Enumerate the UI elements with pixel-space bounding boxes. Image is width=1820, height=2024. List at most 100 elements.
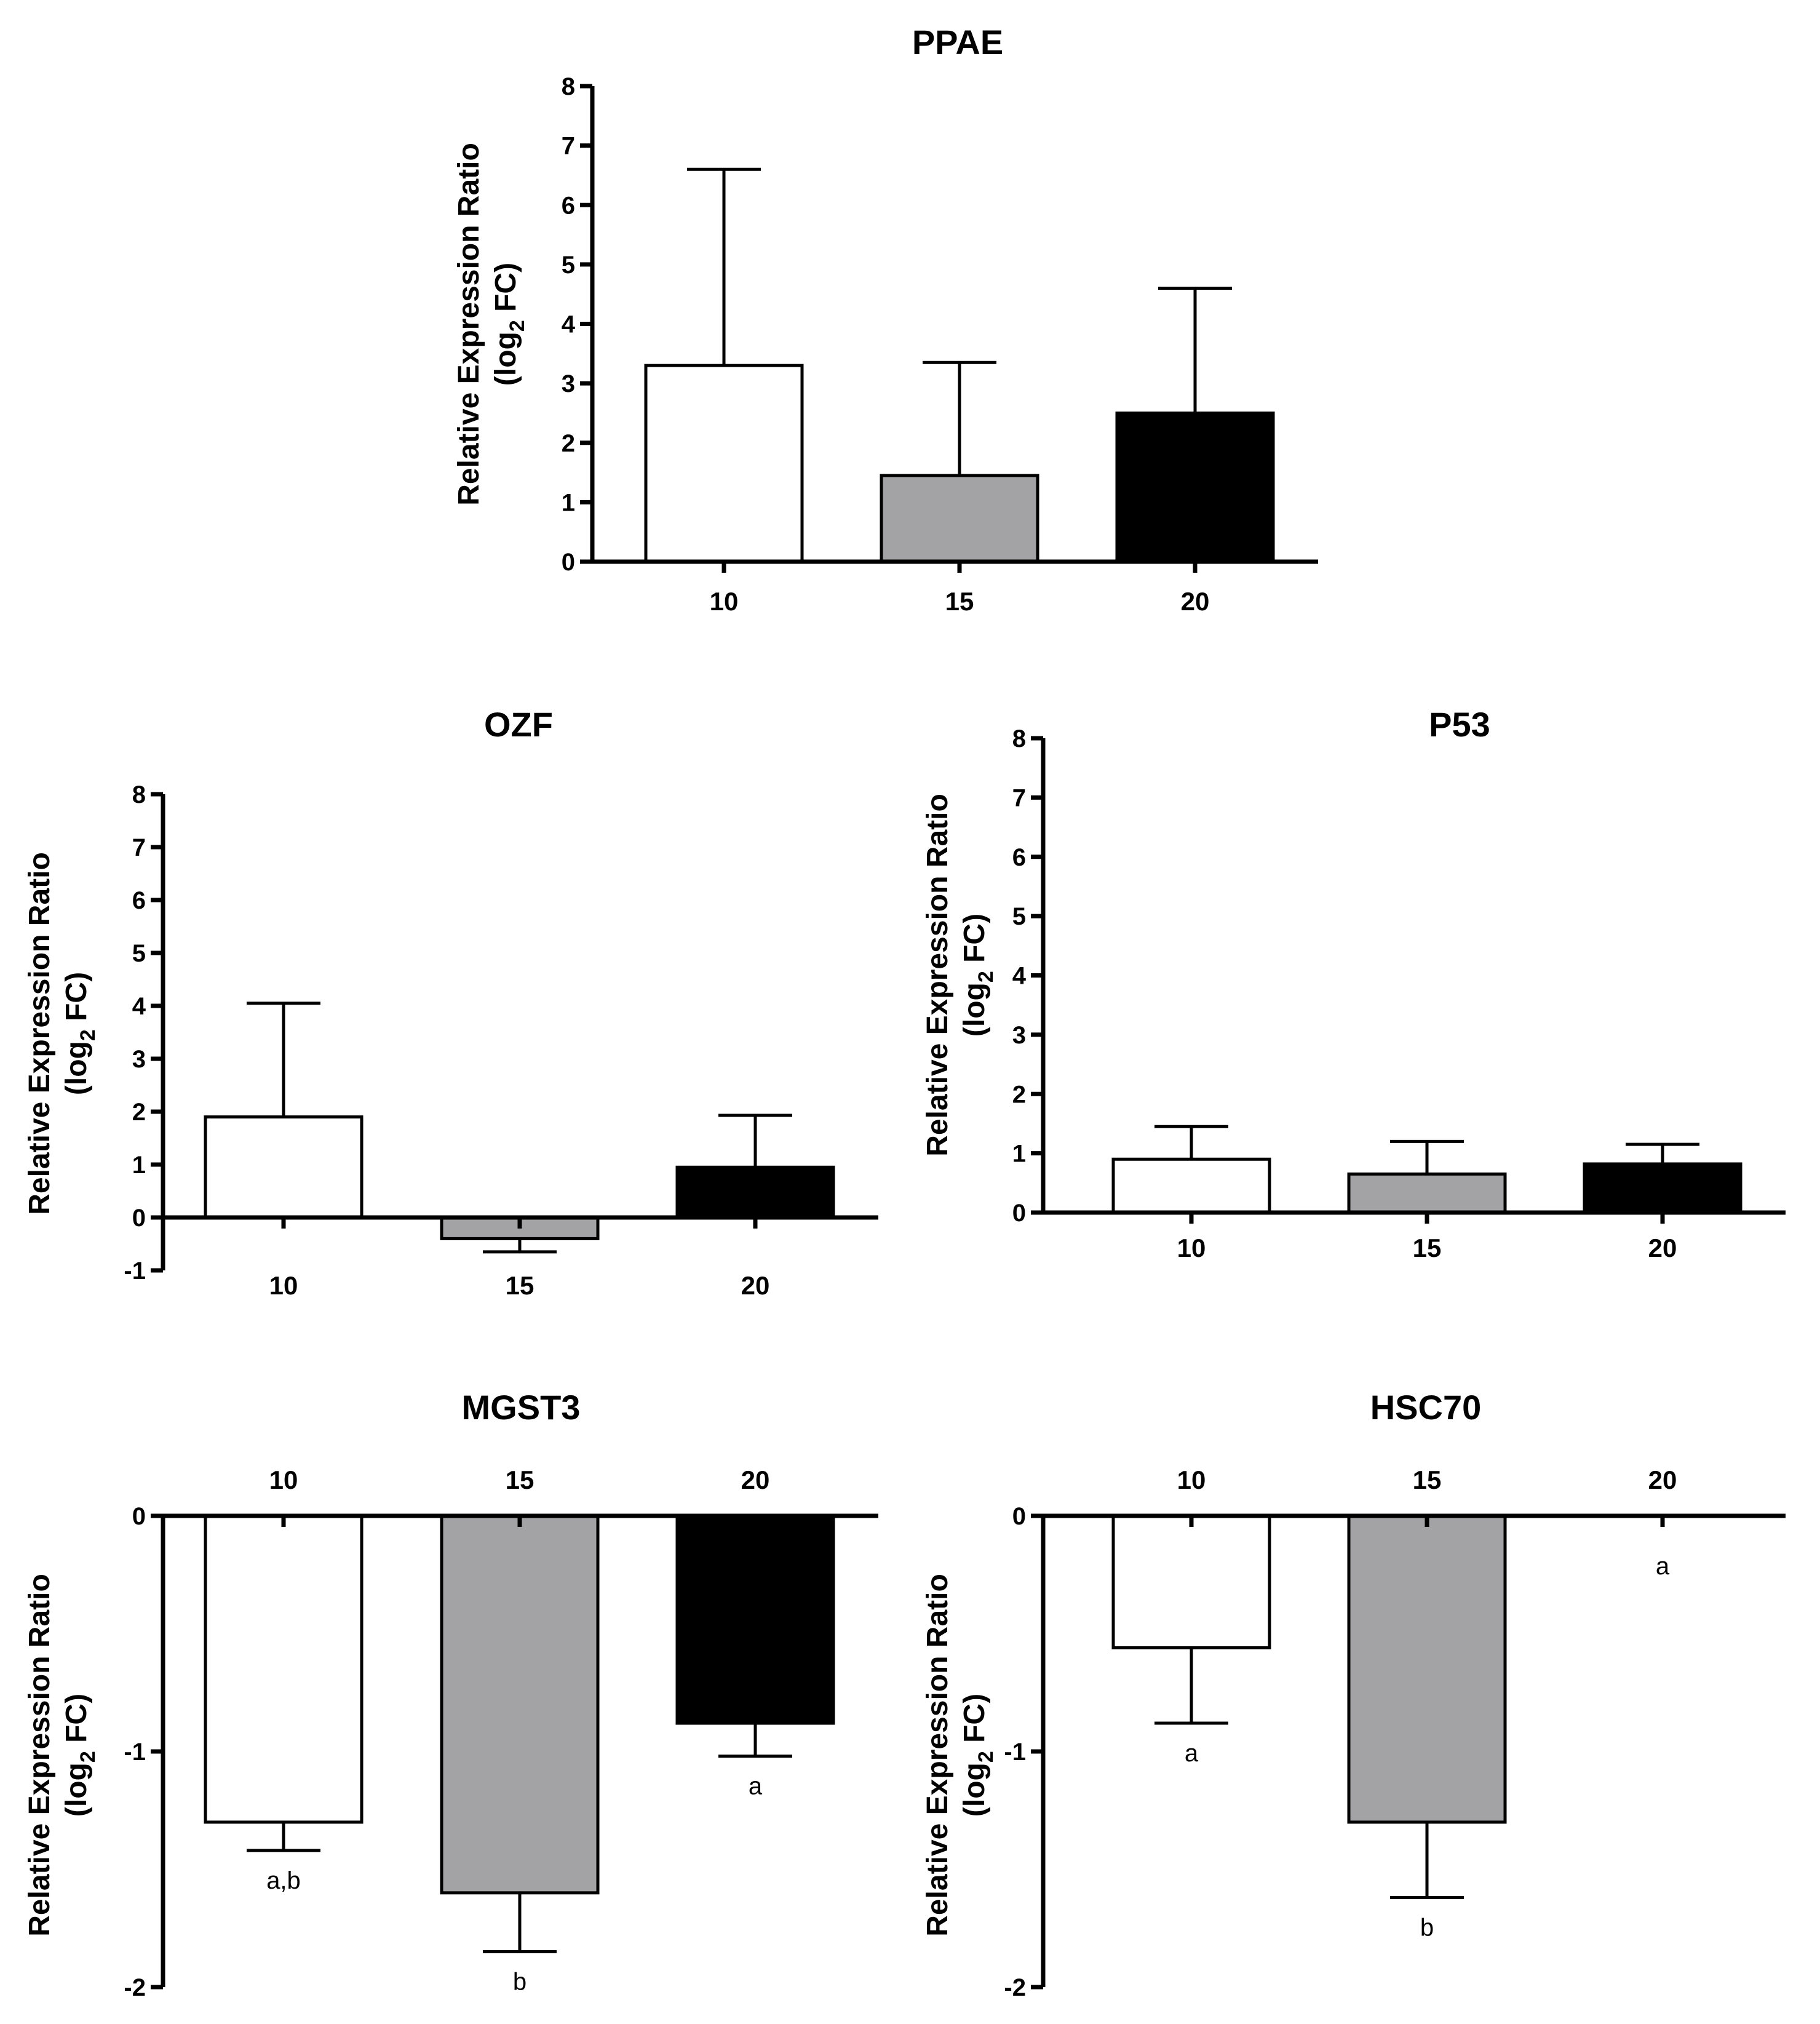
ozf-bar-10 — [204, 1115, 364, 1219]
mgst3-ylabel-line1: Relative Expression Ratio — [23, 1574, 56, 1937]
hsc70-xtick-label-20: 20 — [1648, 1465, 1677, 1494]
mgst3-ytick-label--1: -1 — [124, 1739, 146, 1766]
ppae-ytick-label-2: 2 — [562, 430, 575, 457]
hsc70-ylabel-sub: 2 — [974, 1751, 998, 1763]
mgst3-ylabel: Relative Expression Ratio (log2 FC) — [23, 1574, 100, 1937]
hsc70-sig-label-15: b — [1420, 1914, 1434, 1941]
ozf-ylabel: Relative Expression Ratio (log2 FC) — [23, 852, 100, 1215]
mgst3-ylabel-fc: FC) — [60, 1694, 93, 1751]
p53-ylabel-line1: Relative Expression Ratio — [921, 794, 954, 1157]
ozf-ytick-label-2: 2 — [132, 1099, 146, 1126]
ppae-ylabel-sub: 2 — [506, 320, 529, 332]
ppae-errorbar-15 — [923, 361, 996, 476]
hsc70-ytick-label--2: -2 — [1004, 1974, 1026, 2001]
ppae-ylabel-fc: FC) — [490, 263, 522, 320]
ozf-ylabel-line1: Relative Expression Ratio — [23, 852, 56, 1215]
mgst3-xtick-label-15: 15 — [506, 1465, 534, 1494]
mgst3-sig-label-15: b — [513, 1969, 527, 1996]
mgst3-sig-label-20: a — [749, 1773, 763, 1800]
mgst3-ytick-label--2: -2 — [124, 1974, 146, 2001]
ozf-ylabel-sub: 2 — [76, 1029, 100, 1041]
ozf-errorbar-15 — [483, 1238, 557, 1254]
ozf-ytick-label-3: 3 — [132, 1046, 146, 1073]
panel-hsc70: HSC70 Relative Expression Ratio (log2 FC) a… — [921, 1388, 1786, 2001]
hsc70-ylabel-fc: FC) — [958, 1694, 991, 1751]
hsc70-title: HSC70 — [1370, 1388, 1482, 1427]
ozf-xtick-label-15: 15 — [506, 1271, 534, 1300]
p53-bar-15 — [1347, 1172, 1507, 1214]
ppae-xtick-label-15: 15 — [945, 587, 974, 616]
mgst3-ylabel-sub: 2 — [76, 1751, 100, 1763]
hsc70-xtick-label-10: 10 — [1177, 1465, 1206, 1494]
p53-xtick-label-15: 15 — [1413, 1233, 1442, 1262]
ppae-errorbar-20 — [1158, 287, 1232, 413]
hsc70-ylabel-log: (log — [958, 1763, 991, 1817]
ozf-ytick-label-8: 8 — [132, 781, 146, 808]
mgst3-bar-10 — [204, 1514, 364, 1824]
ozf-ytick-label-1: 1 — [132, 1152, 146, 1179]
p53-ylabel-sub: 2 — [974, 971, 998, 982]
ppae-bar-15 — [880, 474, 1039, 564]
ppae-bar-20 — [1115, 411, 1275, 564]
ozf-title: OZF — [484, 705, 553, 744]
p53-ytick-label-7: 7 — [1012, 784, 1026, 811]
mgst3-xtick-label-20: 20 — [741, 1465, 770, 1494]
ozf-ytick-label-0: 0 — [132, 1205, 146, 1232]
hsc70-sig-label-10: a — [1185, 1740, 1199, 1767]
hsc70-bar-10 — [1111, 1514, 1271, 1649]
mgst3-xtick-label-10: 10 — [269, 1465, 298, 1494]
mgst3-ylabel-log: (log — [60, 1763, 93, 1817]
ppae-ytick-label-7: 7 — [562, 133, 575, 160]
ppae-xtick-label-20: 20 — [1181, 587, 1210, 616]
mgst3-ytick-label-0: 0 — [132, 1503, 146, 1530]
p53-xtick-label-20: 20 — [1648, 1233, 1677, 1262]
ppae-ytick-label-5: 5 — [562, 252, 575, 279]
ozf-xtick-label-20: 20 — [741, 1271, 770, 1300]
hsc70-sig-label-20: a — [1656, 1553, 1670, 1580]
hsc70-ylabel: Relative Expression Ratio (log2 FC) — [921, 1574, 998, 1937]
mgst3-errorbar-20 — [718, 1723, 792, 1758]
mgst3-errorbar-10 — [247, 1822, 320, 1852]
ppae-ytick-label-0: 0 — [562, 549, 575, 576]
ozf-ytick-label-6: 6 — [132, 887, 146, 914]
hsc70-ylabel-line1: Relative Expression Ratio — [921, 1574, 954, 1937]
ppae-title: PPAE — [912, 23, 1003, 62]
ppae-xtick-label-10: 10 — [710, 587, 739, 616]
p53-ytick-label-6: 6 — [1012, 844, 1026, 871]
hsc70-xtick-label-15: 15 — [1413, 1465, 1442, 1494]
mgst3-errorbar-15 — [483, 1892, 557, 1954]
p53-xtick-label-10: 10 — [1177, 1233, 1206, 1262]
p53-errorbar-20 — [1626, 1142, 1699, 1164]
ppae-ytick-label-1: 1 — [562, 489, 575, 516]
p53-ytick-label-3: 3 — [1012, 1022, 1026, 1049]
panel-mgst3: MGST3 Relative Expression Ratio (log2 FC) a… — [23, 1388, 878, 2001]
mgst3-bar-15 — [440, 1514, 600, 1895]
ozf-errorbar-20 — [718, 1114, 792, 1168]
hsc70-errorbar-15 — [1390, 1822, 1464, 1899]
hsc70-ytick-label-0: 0 — [1012, 1503, 1026, 1530]
hsc70-bar-15 — [1347, 1514, 1507, 1824]
hsc70-ytick-label--1: -1 — [1004, 1739, 1026, 1766]
ozf-ytick-label-7: 7 — [132, 834, 146, 861]
p53-title: P53 — [1429, 705, 1490, 744]
p53-errorbar-10 — [1154, 1125, 1228, 1160]
hsc70-errorbar-10 — [1154, 1647, 1228, 1725]
p53-ylabel-fc: FC) — [958, 914, 991, 971]
mgst3-sig-label-10: a,b — [266, 1867, 301, 1894]
mgst3-bar-20 — [675, 1514, 835, 1725]
ozf-errorbar-10 — [247, 1002, 320, 1117]
ppae-ytick-label-6: 6 — [562, 192, 575, 219]
ppae-bar-10 — [644, 364, 804, 564]
ppae-ytick-label-4: 4 — [562, 311, 576, 338]
ozf-ytick-label-5: 5 — [132, 940, 146, 967]
p53-bar-10 — [1111, 1157, 1271, 1214]
ozf-ylabel-fc: FC) — [60, 972, 93, 1029]
ozf-ylabel-log: (log — [60, 1041, 93, 1095]
p53-bar-20 — [1583, 1162, 1743, 1214]
p53-ytick-label-1: 1 — [1012, 1141, 1026, 1168]
p53-ytick-label-8: 8 — [1012, 725, 1026, 752]
p53-ytick-label-4: 4 — [1012, 963, 1027, 990]
